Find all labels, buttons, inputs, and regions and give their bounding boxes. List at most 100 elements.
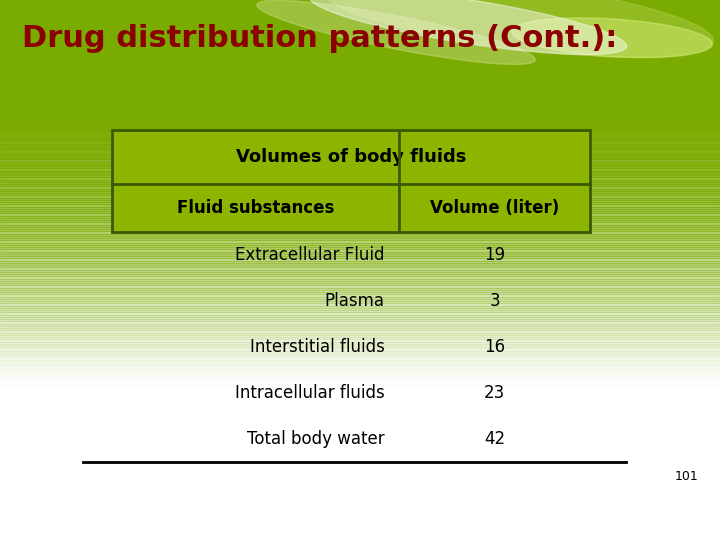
Bar	[0, 364, 720, 366]
Bar	[0, 371, 720, 373]
Bar	[0, 360, 720, 362]
Bar	[0, 258, 720, 260]
Bar	[0, 202, 720, 204]
Bar	[0, 126, 720, 128]
Bar	[0, 303, 720, 306]
Bar	[0, 164, 720, 166]
Text: Fluid substances: Fluid substances	[176, 199, 334, 217]
Bar	[0, 152, 720, 155]
Bar	[0, 281, 720, 283]
Text: Extracellular Fluid: Extracellular Fluid	[235, 246, 384, 264]
Bar	[0, 213, 720, 215]
Bar	[0, 168, 720, 171]
Bar	[0, 350, 720, 353]
Bar	[0, 177, 720, 179]
Text: 19: 19	[484, 246, 505, 264]
Text: 42: 42	[484, 430, 505, 448]
Bar	[0, 380, 720, 382]
Bar	[0, 139, 720, 141]
Text: Plasma: Plasma	[325, 292, 384, 310]
Text: Total body water: Total body water	[247, 430, 384, 448]
Bar	[0, 299, 720, 301]
Bar	[0, 130, 720, 132]
Bar	[0, 191, 720, 193]
Bar	[0, 294, 720, 296]
Bar	[0, 321, 720, 323]
Bar	[0, 188, 720, 191]
Bar	[0, 159, 720, 161]
Bar	[0, 171, 720, 173]
Bar	[0, 256, 720, 258]
Bar	[112, 130, 590, 184]
Ellipse shape	[511, 18, 713, 58]
Bar	[0, 337, 720, 339]
Ellipse shape	[310, 0, 626, 55]
Text: 23: 23	[484, 384, 505, 402]
Bar	[0, 161, 720, 164]
Bar	[112, 130, 590, 232]
Bar	[0, 173, 720, 175]
Bar	[0, 209, 720, 211]
Bar	[0, 368, 720, 371]
Bar	[0, 290, 720, 292]
Bar	[0, 0, 720, 119]
Bar	[0, 353, 720, 355]
Bar	[0, 242, 720, 245]
Bar	[0, 119, 720, 121]
Text: Intracellular fluids: Intracellular fluids	[235, 384, 384, 402]
Text: 101: 101	[675, 470, 698, 483]
Bar	[0, 204, 720, 206]
Bar	[0, 236, 720, 238]
Bar	[0, 355, 720, 357]
Bar	[0, 341, 720, 344]
Bar	[0, 377, 720, 380]
Bar	[0, 319, 720, 321]
Bar	[0, 375, 720, 377]
Bar	[0, 252, 720, 254]
Bar	[0, 366, 720, 368]
Bar	[0, 308, 720, 310]
Bar	[0, 229, 720, 231]
Bar	[0, 249, 720, 252]
Bar	[0, 134, 720, 137]
Bar	[0, 128, 720, 130]
Bar	[0, 166, 720, 168]
Text: Volumes of body fluids: Volumes of body fluids	[236, 147, 466, 166]
Bar	[0, 186, 720, 188]
Bar	[0, 260, 720, 263]
Text: Volume (liter): Volume (liter)	[430, 199, 559, 217]
Bar	[0, 335, 720, 337]
Bar	[0, 222, 720, 225]
Bar	[0, 245, 720, 247]
Bar	[0, 238, 720, 240]
Text: Interstitial fluids: Interstitial fluids	[250, 338, 384, 356]
Bar	[0, 182, 720, 184]
Bar	[0, 312, 720, 314]
Bar	[0, 144, 720, 146]
Text: 16: 16	[484, 338, 505, 356]
Bar	[0, 200, 720, 202]
Bar	[0, 283, 720, 285]
Bar	[0, 269, 720, 272]
Ellipse shape	[257, 1, 535, 64]
Bar	[0, 267, 720, 269]
Bar	[0, 346, 720, 348]
Bar	[0, 121, 720, 123]
Bar	[0, 150, 720, 152]
Bar	[0, 362, 720, 364]
Bar	[0, 225, 720, 227]
Bar	[0, 148, 720, 150]
Bar	[0, 157, 720, 159]
Bar	[0, 348, 720, 350]
Bar	[0, 285, 720, 287]
Bar	[0, 274, 720, 276]
Bar	[0, 231, 720, 233]
Bar	[0, 195, 720, 198]
Bar	[0, 265, 720, 267]
Bar	[0, 344, 720, 346]
Ellipse shape	[323, 0, 714, 57]
Bar	[0, 301, 720, 303]
Bar	[0, 357, 720, 360]
Bar	[112, 184, 590, 232]
Bar	[0, 233, 720, 236]
